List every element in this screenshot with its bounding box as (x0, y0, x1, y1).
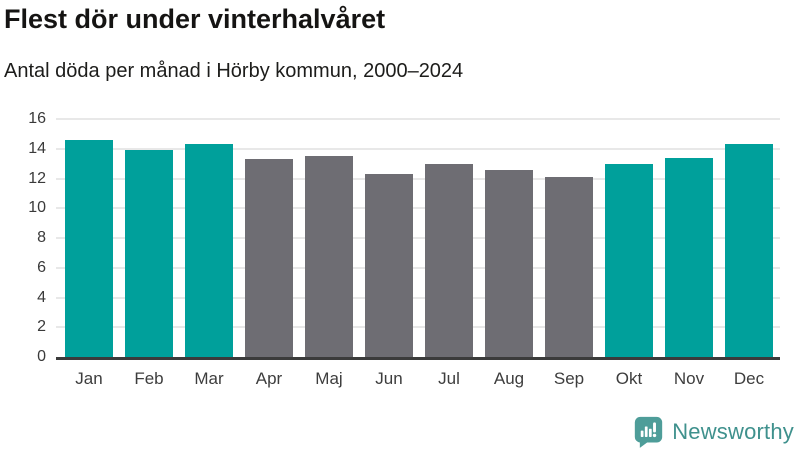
x-tick-label: Maj (315, 369, 343, 388)
gridline (56, 237, 780, 239)
bar-jan (65, 139, 113, 357)
y-tick-label: 0 (37, 348, 46, 365)
bar-apr (245, 159, 293, 357)
x-tick-label: Mar (194, 369, 224, 388)
x-tick-label: Feb (134, 369, 164, 388)
bar-sep (545, 177, 593, 357)
x-tick-label: Jan (75, 369, 103, 388)
x-tick-label: Jun (375, 369, 403, 388)
x-tick-label: Jul (438, 369, 460, 388)
y-tick-label: 14 (28, 139, 46, 157)
x-tick-label: Aug (493, 369, 525, 388)
gridline (56, 147, 780, 150)
gridline (56, 118, 780, 120)
y-tick-label: 2 (37, 318, 46, 336)
gridline (56, 266, 780, 269)
y-tick-label: 16 (28, 110, 46, 127)
bar-mar (185, 144, 233, 357)
x-tick-label: Apr (255, 369, 283, 388)
y-tick-label: 8 (37, 229, 46, 246)
x-tick-label: Nov (673, 369, 705, 388)
x-tick-label: Okt (615, 369, 643, 388)
bar-dec (725, 144, 773, 357)
y-tick-label: 10 (28, 199, 46, 217)
chart-subtitle: Antal döda per månad i Hörby kommun, 200… (4, 60, 464, 82)
chart-title: Flest dör under vinterhalvåret (4, 4, 386, 34)
bar-okt (605, 163, 653, 357)
x-axis: Jan Feb Mar Apr Maj Jun Jul Aug Sep Okt Nov Dec (56, 368, 780, 394)
x-tick-label: Dec (733, 369, 765, 388)
bar-maj (305, 156, 353, 357)
gridline (56, 177, 780, 180)
bar-chart-plot-area (56, 118, 780, 360)
bar-jul (425, 163, 473, 357)
gridline (56, 207, 780, 210)
brand-name: Newsworthy (672, 418, 794, 444)
bar-jun (365, 174, 413, 357)
gridline (56, 296, 780, 299)
y-tick-label: 6 (37, 258, 46, 276)
x-tick-label: Sep (553, 369, 585, 388)
newsworthy-speech-bubble-bar-chart-icon (635, 416, 663, 448)
y-tick-label: 4 (37, 288, 46, 306)
bar-aug (485, 169, 533, 357)
bar-feb (125, 150, 173, 357)
gridline (56, 326, 780, 329)
y-tick-label: 12 (28, 169, 46, 187)
y-axis: 0 2 4 6 8 10 12 14 16 (0, 0, 46, 450)
brand-footer: Newsworthy (633, 415, 794, 448)
bar-nov (665, 157, 713, 357)
